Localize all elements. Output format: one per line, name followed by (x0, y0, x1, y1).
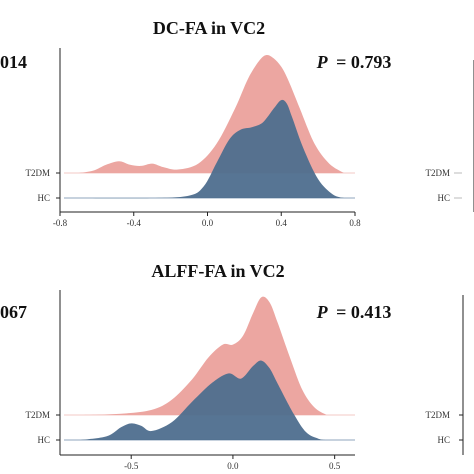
density-area-hc (80, 360, 327, 440)
y-label-t2dm: T2DM (26, 410, 51, 420)
chart-title: DC-FA in VC2 (153, 18, 265, 38)
y-label-t2dm: T2DM (426, 410, 451, 420)
y-label-t2dm: T2DM (426, 168, 451, 178)
cropped-stat-text-bottom: 067 (0, 302, 27, 322)
cropped-stat-text-top: 014 (0, 52, 27, 72)
p-label: P (316, 302, 329, 322)
x-tick-label: -0.8 (53, 218, 68, 228)
panel-right-top-partial: T2DM HC (426, 60, 474, 212)
y-label-hc: HC (37, 193, 50, 203)
x-tick-label: 0.4 (276, 218, 288, 228)
p-value: P = 0.793 (316, 52, 392, 72)
x-tick-label: -0.4 (127, 218, 142, 228)
density-plot: -0.5 0.0 0.5 (56, 290, 355, 471)
p-value: P = 0.413 (316, 302, 392, 322)
y-label-hc: HC (37, 435, 50, 445)
p-value-number: = 0.793 (336, 52, 391, 72)
y-label-hc: HC (437, 435, 450, 445)
x-tick-label: 0.5 (329, 461, 341, 471)
chart-title: ALFF-FA in VC2 (151, 261, 284, 281)
panel-alff-fa: ALFF-FA in VC2 P = 0.413 -0.5 0.0 0.5 T2DM… (26, 261, 392, 471)
panel-dc-fa: DC-FA in VC2 P = 0.793 -0.8 -0.4 0.0 0.4 0.8… (26, 18, 392, 228)
p-value-number: = 0.413 (336, 302, 391, 322)
density-plot: -0.8 -0.4 0.0 0.4 0.8 (53, 48, 361, 228)
x-tick-label: 0.0 (227, 461, 239, 471)
p-label: P (316, 52, 329, 72)
x-tick-label: 0.8 (349, 218, 361, 228)
y-label-t2dm: T2DM (26, 168, 51, 178)
x-tick-label: 0.0 (202, 218, 214, 228)
x-tick-label: -0.5 (124, 461, 139, 471)
density-area-hc (78, 99, 344, 199)
panel-right-bottom-partial: T2DM HC (426, 295, 464, 455)
y-label-hc: HC (437, 193, 450, 203)
